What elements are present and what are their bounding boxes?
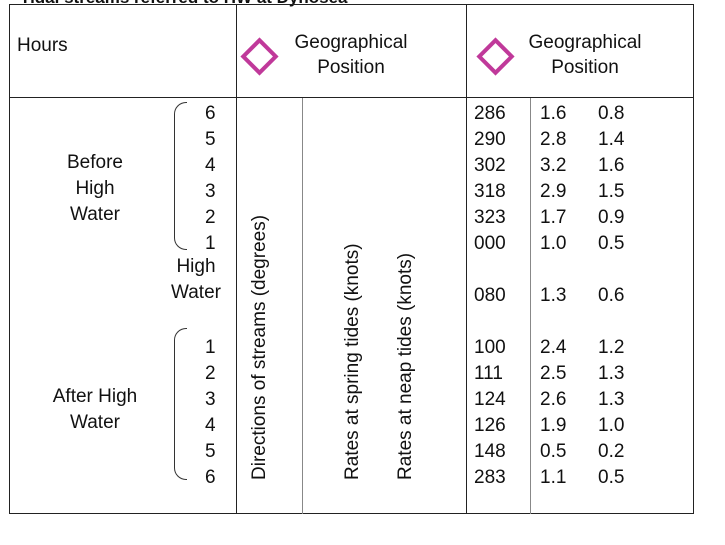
stream-direction: 126 xyxy=(474,415,506,436)
hour-offset: 1 xyxy=(205,337,216,358)
hours-header: Hours xyxy=(17,35,68,56)
neap-rate: 1.6 xyxy=(598,155,625,176)
neap-rate: 1.4 xyxy=(598,129,625,150)
spring-rate: 2.8 xyxy=(540,129,567,150)
neap-rate: 0.8 xyxy=(598,103,625,124)
spring-rate: 1.6 xyxy=(540,103,567,124)
hour-offset: 5 xyxy=(205,441,216,462)
spring-rate: 1.0 xyxy=(540,233,567,254)
stream-direction: 080 xyxy=(474,285,506,306)
header-divider xyxy=(9,97,694,98)
stream-direction: 318 xyxy=(474,181,506,202)
hour-offset: 6 xyxy=(205,467,216,488)
hour-offset: 4 xyxy=(205,155,216,176)
stream-direction: 286 xyxy=(474,103,506,124)
spring-rate: 1.7 xyxy=(540,207,567,228)
hour-offset: 1 xyxy=(205,233,216,254)
stream-direction: 283 xyxy=(474,467,506,488)
neap-rate: 1.2 xyxy=(598,337,625,358)
neap-rate: 0.5 xyxy=(598,467,625,488)
hour-offset: 4 xyxy=(205,415,216,436)
neap-rate: 0.2 xyxy=(598,441,625,462)
hour-offset: 6 xyxy=(205,103,216,124)
hour-offset: 3 xyxy=(205,389,216,410)
brace-after xyxy=(174,328,187,480)
neap-rate: 1.3 xyxy=(598,363,625,384)
spring-rate: 1.9 xyxy=(540,415,567,436)
column-divider-thin-b xyxy=(530,98,531,514)
spring-rate: 3.2 xyxy=(540,155,567,176)
neap-rate: 1.5 xyxy=(598,181,625,202)
label-neap-rates: Rates at neap tides (knots) xyxy=(395,252,416,480)
brace-before xyxy=(174,102,187,250)
hour-offset: 3 xyxy=(205,181,216,202)
table-frame xyxy=(9,4,694,514)
column-divider-hours xyxy=(236,4,237,514)
spring-rate: 1.1 xyxy=(540,467,567,488)
neap-rate: 1.3 xyxy=(598,389,625,410)
stream-direction: 302 xyxy=(474,155,506,176)
label-directions: Directions of streams (degrees) xyxy=(249,214,270,480)
stream-direction: 000 xyxy=(474,233,506,254)
geo-position-header-b: Geographical Position xyxy=(528,32,642,78)
stream-direction: 290 xyxy=(474,129,506,150)
stream-direction: 100 xyxy=(474,337,506,358)
hour-offset: 2 xyxy=(205,363,216,384)
geo-position-header-a: Geographical Position xyxy=(294,32,408,78)
group-high-water: High Water xyxy=(171,256,221,303)
stream-direction: 111 xyxy=(474,363,503,384)
spring-rate: 2.5 xyxy=(540,363,567,384)
hour-offset: 2 xyxy=(205,207,216,228)
neap-rate: 1.0 xyxy=(598,415,625,436)
group-before-high-water: Before High Water xyxy=(67,152,123,225)
neap-rate: 0.6 xyxy=(598,285,625,306)
column-divider-thin-a xyxy=(302,98,303,514)
column-divider-positions xyxy=(466,4,467,514)
stream-direction: 323 xyxy=(474,207,506,228)
neap-rate: 0.5 xyxy=(598,233,625,254)
hour-offset: 5 xyxy=(205,129,216,150)
spring-rate: 1.3 xyxy=(540,285,567,306)
label-spring-rates: Rates at spring tides (knots) xyxy=(342,243,363,480)
stream-direction: 148 xyxy=(474,441,506,462)
spring-rate: 0.5 xyxy=(540,441,567,462)
stream-direction: 124 xyxy=(474,389,506,410)
spring-rate: 2.4 xyxy=(540,337,567,358)
spring-rate: 2.6 xyxy=(540,389,567,410)
neap-rate: 0.9 xyxy=(598,207,625,228)
group-after-high-water: After High Water xyxy=(52,386,138,433)
spring-rate: 2.9 xyxy=(540,181,567,202)
table-caption: Tidal streams referred to HW at Dynosea xyxy=(20,0,348,8)
